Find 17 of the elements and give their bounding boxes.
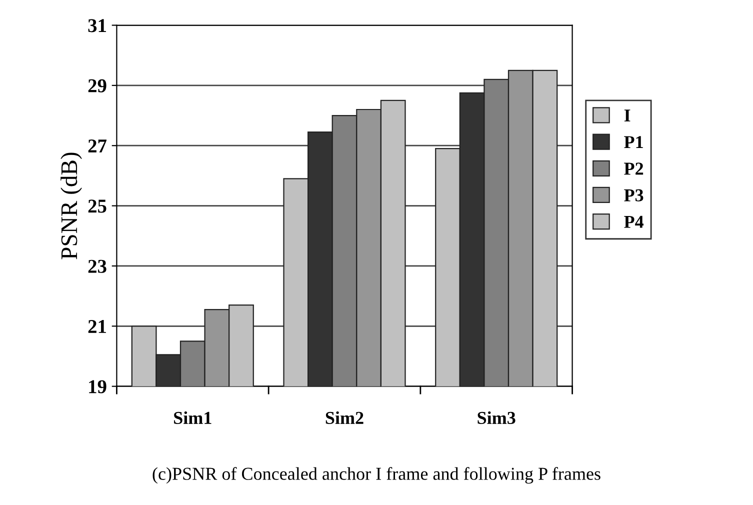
legend-label: P4 [624,216,644,228]
y-tick-label: 25 [88,200,106,213]
y-tick-label: 23 [88,260,106,273]
legend-label: P1 [624,136,643,148]
y-tick-label: 27 [88,139,107,152]
y-tick-label: 21 [88,320,106,333]
legend-label: P2 [624,162,644,175]
legend-label: P3 [624,189,644,202]
x-tick-label: Sim1 [174,411,212,424]
text: (c)PSNR of Concealed anchor I frame and following P frames [152,467,600,484]
y-tick-label: 19 [89,380,106,394]
legend-label: I [624,110,630,122]
y-axis-title: PSNR (dB) [60,152,82,260]
y-tick-label: 29 [88,79,106,92]
y-tick-label: 31 [88,19,106,32]
x-tick-label: Sim3 [478,411,516,424]
x-tick-label: Sim2 [326,411,364,424]
